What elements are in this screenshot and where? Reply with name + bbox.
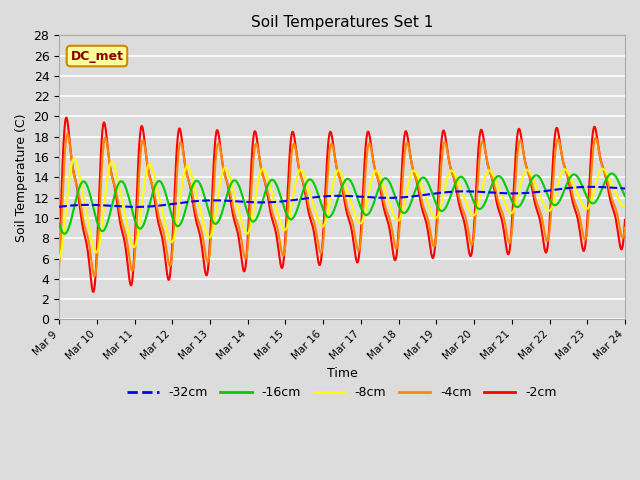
Title: Soil Temperatures Set 1: Soil Temperatures Set 1 bbox=[251, 15, 433, 30]
X-axis label: Time: Time bbox=[326, 367, 358, 380]
Legend: -32cm, -16cm, -8cm, -4cm, -2cm: -32cm, -16cm, -8cm, -4cm, -2cm bbox=[122, 381, 562, 404]
Y-axis label: Soil Temperature (C): Soil Temperature (C) bbox=[15, 113, 28, 241]
Text: DC_met: DC_met bbox=[70, 49, 124, 62]
